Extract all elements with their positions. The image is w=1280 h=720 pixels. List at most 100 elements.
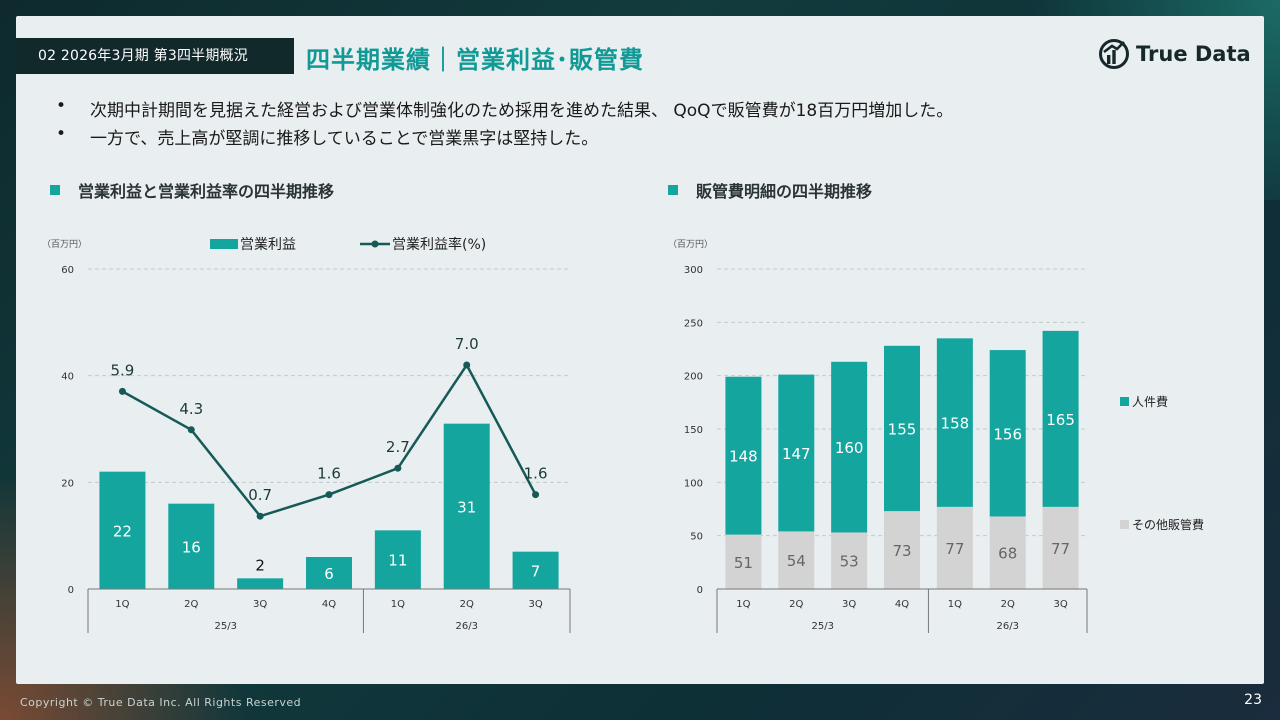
bar-other-sga xyxy=(778,531,815,589)
section-tag: 02 2026年3月期 第3四半期概況 xyxy=(16,38,294,74)
company-logo: True Data xyxy=(1098,38,1251,70)
legend-label-bar: 営業利益 xyxy=(240,237,296,253)
bar-data-label-personnel: 160 xyxy=(835,439,864,457)
bar-data-label-other: 73 xyxy=(892,542,911,560)
line-data-label: 1.6 xyxy=(524,465,548,483)
title-square-icon xyxy=(50,185,60,195)
legend-label-other: その他販管費 xyxy=(1132,517,1204,532)
line-point xyxy=(187,426,195,434)
legend-label-personnel: 人件費 xyxy=(1132,394,1168,409)
bar-data-label-personnel: 155 xyxy=(888,420,917,438)
line-data-label: 1.6 xyxy=(317,465,341,483)
bar-data-label-personnel: 165 xyxy=(1046,411,1075,429)
bar-operating-profit xyxy=(168,503,215,589)
bullet-text: 一方で、売上高が堅調に推移していることで営業黒字は堅持した。 xyxy=(90,129,599,149)
bar-personnel-cost xyxy=(936,338,973,507)
bar-operating-profit xyxy=(512,551,559,589)
x-tick-label: 2Q xyxy=(789,599,803,610)
legend-label-line: 営業利益率(%) xyxy=(392,236,486,253)
line-point xyxy=(256,512,264,520)
x-tick-label: 3Q xyxy=(528,599,542,610)
bar-other-sga xyxy=(989,516,1026,589)
line-point xyxy=(394,464,402,472)
bar-other-sga xyxy=(884,511,920,589)
x-group-label: 25/3 xyxy=(214,621,236,632)
bar-data-label-personnel: 148 xyxy=(729,448,758,466)
chart-title-sga: 販管費明細の四半期推移 xyxy=(668,178,872,202)
y-tick-label: 40 xyxy=(61,372,74,383)
line-point xyxy=(532,491,540,499)
x-tick-label: 3Q xyxy=(842,599,856,610)
bar-data-label-other: 68 xyxy=(998,545,1017,563)
bar-data-label-other: 51 xyxy=(734,554,753,572)
bar-data-label-other: 54 xyxy=(787,552,806,570)
line-data-label: 0.7 xyxy=(248,486,272,504)
unit-label: （百万円） xyxy=(42,239,87,250)
x-tick-label: 1Q xyxy=(948,599,962,610)
bar-operating-profit xyxy=(99,471,146,589)
bar-data-label: 7 xyxy=(531,562,541,580)
logo-icon xyxy=(1099,39,1129,69)
bar-operating-profit xyxy=(237,578,284,589)
line-data-label: 7.0 xyxy=(455,335,479,353)
y-tick-label: 50 xyxy=(690,532,703,543)
bar-other-sga xyxy=(1042,506,1079,589)
bar-personnel-cost xyxy=(884,345,920,512)
y-tick-label: 250 xyxy=(684,318,703,329)
y-tick-label: 300 xyxy=(684,265,703,276)
bar-other-sga xyxy=(936,506,973,589)
bullet-text: 次期中計期間を見据えた経営および営業体制強化のため採用を進めた結果、 QoQで販… xyxy=(90,101,954,121)
bar-personnel-cost xyxy=(989,350,1026,517)
bar-data-label-personnel: 156 xyxy=(993,425,1022,443)
logo-text: True Data xyxy=(1136,42,1251,66)
copyright-text: Copyright © True Data Inc. All Rights Re… xyxy=(20,696,302,709)
y-tick-label: 200 xyxy=(684,372,703,383)
chart-title-operating-profit: 営業利益と営業利益率の四半期推移 xyxy=(50,178,334,202)
y-tick-label: 20 xyxy=(61,478,74,489)
chart-title-text: 営業利益と営業利益率の四半期推移 xyxy=(78,182,335,201)
page-number: 23 xyxy=(1244,692,1262,708)
legend-swatch-line-marker xyxy=(371,240,379,248)
line-data-label: 5.9 xyxy=(110,361,134,379)
bar-data-label: 11 xyxy=(388,552,407,570)
legend-swatch-other xyxy=(1120,520,1129,529)
bar-operating-profit xyxy=(306,557,352,589)
y-tick-label: 0 xyxy=(68,585,74,596)
bar-data-label: 2 xyxy=(255,556,265,574)
bar-other-sga xyxy=(831,532,868,589)
x-tick-label: 1Q xyxy=(391,599,405,610)
y-tick-label: 60 xyxy=(61,265,74,276)
bullet-item: • 一方で、売上高が堅調に推移していることで営業黒字は堅持した。 xyxy=(56,124,953,152)
bar-data-label: 6 xyxy=(324,565,334,583)
x-tick-label: 4Q xyxy=(895,599,909,610)
bar-data-label: 31 xyxy=(457,498,476,516)
x-tick-label: 1Q xyxy=(115,599,129,610)
bullet-item: • 次期中計期間を見据えた経営および営業体制強化のため採用を進めた結果、 QoQ… xyxy=(56,96,953,124)
x-group-label: 26/3 xyxy=(996,621,1018,632)
x-tick-label: 1Q xyxy=(736,599,750,610)
x-tick-label: 3Q xyxy=(253,599,267,610)
bar-data-label-other: 77 xyxy=(945,540,964,558)
x-group-label: 25/3 xyxy=(811,621,833,632)
bar-personnel-cost xyxy=(1042,330,1079,507)
unit-label: （百万円） xyxy=(668,239,713,250)
line-point xyxy=(118,387,126,395)
bar-data-label-other: 77 xyxy=(1051,540,1070,558)
bar-data-label-personnel: 158 xyxy=(941,415,970,433)
bar-data-label: 22 xyxy=(113,522,132,540)
bullet-list: • 次期中計期間を見据えた経営および営業体制強化のため採用を進めた結果、 QoQ… xyxy=(56,96,953,152)
line-point xyxy=(325,491,333,499)
line-data-label: 4.3 xyxy=(179,400,203,418)
bar-data-label: 16 xyxy=(182,538,201,556)
x-tick-label: 4Q xyxy=(322,599,336,610)
x-tick-label: 2Q xyxy=(184,599,198,610)
page-title: 四半期業績｜営業利益･販管費 xyxy=(306,46,644,74)
legend-swatch-personnel xyxy=(1120,397,1129,406)
bar-other-sga xyxy=(725,534,762,589)
bar-operating-profit xyxy=(374,530,421,589)
title-square-icon xyxy=(668,185,678,195)
chart-title-text: 販管費明細の四半期推移 xyxy=(696,182,873,201)
legend-swatch-bar xyxy=(210,239,238,249)
